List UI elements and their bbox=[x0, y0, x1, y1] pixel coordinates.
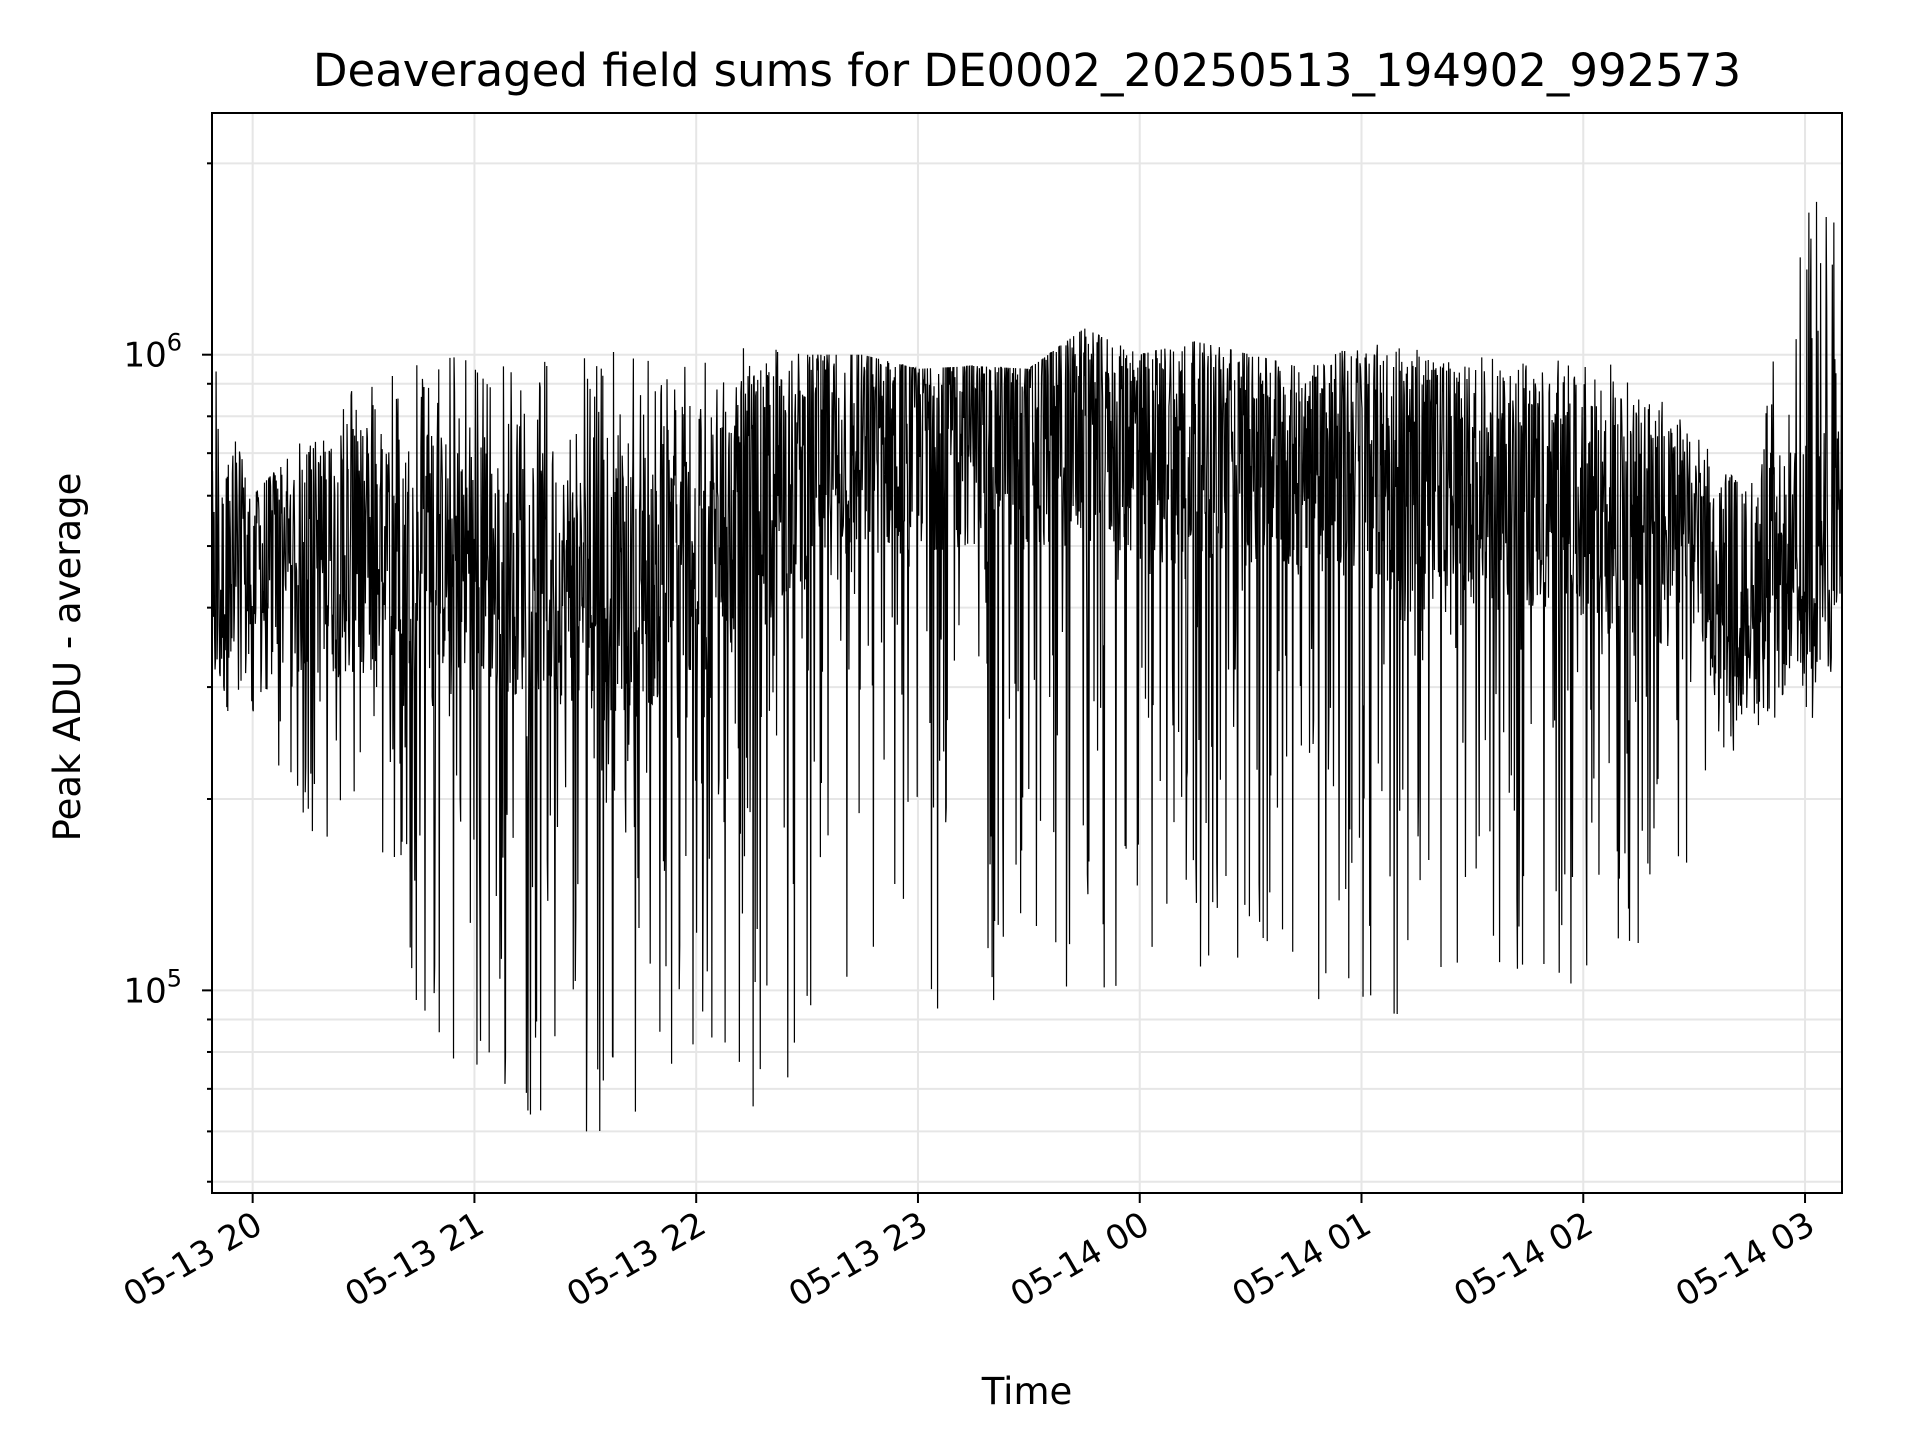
y-tick-base: 10 bbox=[123, 336, 166, 376]
grid bbox=[212, 113, 1842, 1193]
y-tick-exponent: 5 bbox=[167, 964, 182, 992]
y-axis-label: Peak ADU - average bbox=[46, 473, 89, 842]
y-tick-label: 106 bbox=[123, 329, 182, 376]
series-line bbox=[211, 201, 1843, 1132]
x-axis-label: Time bbox=[981, 1370, 1073, 1413]
y-tick-base: 10 bbox=[123, 971, 166, 1011]
y-tick-exponent: 6 bbox=[167, 329, 182, 357]
y-tick-label: 105 bbox=[123, 964, 182, 1011]
chart-title: Deaveraged field sums for DE0002_2025051… bbox=[313, 44, 1741, 97]
plot-area bbox=[211, 201, 1843, 1132]
axes-frame bbox=[211, 112, 1843, 1194]
